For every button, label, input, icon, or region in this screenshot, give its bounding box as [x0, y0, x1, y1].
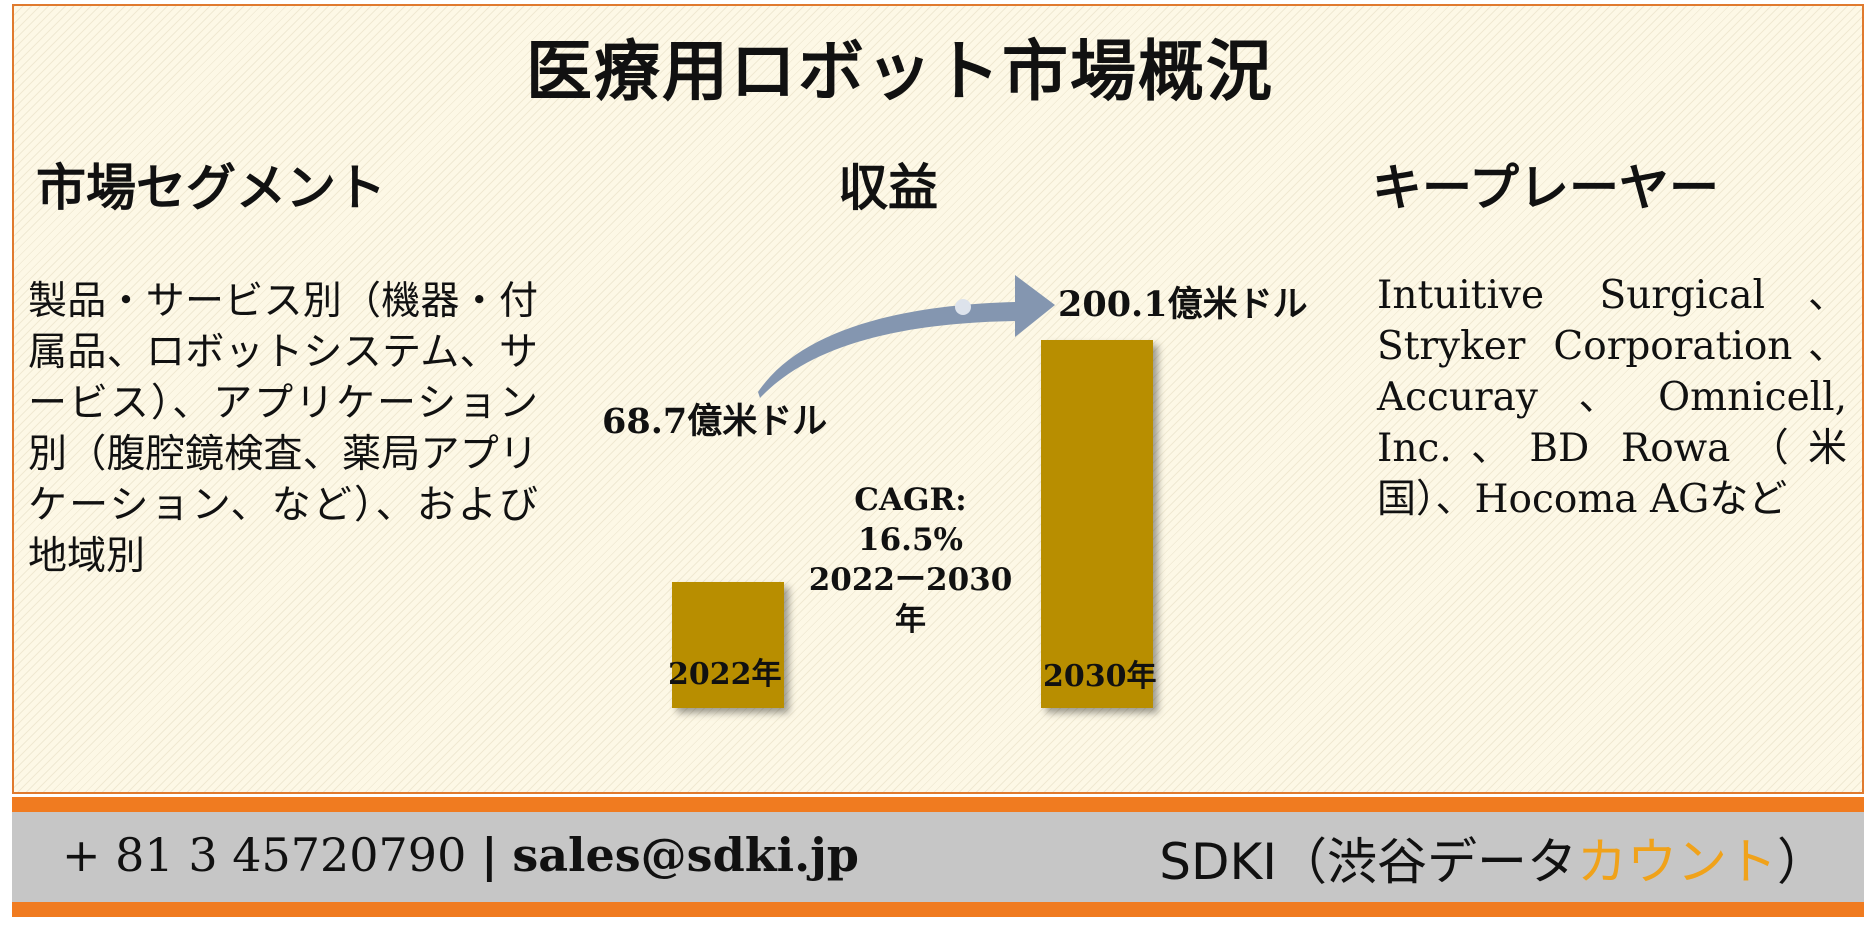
email-address: sales@sdki.jp: [512, 828, 859, 882]
segments-text: 製品・サービス別（機器・付属品、ロボットシステム、サービス）、アプリケーション別…: [28, 279, 538, 579]
brand-main: SDKI（渋谷データ: [1159, 833, 1577, 891]
contact-info: + 81 3 45720790 | sales@sdki.jp: [62, 828, 859, 882]
bar-2022: [672, 581, 784, 708]
cagr-period: 2022ー2030年: [808, 562, 1013, 638]
brand-name: SDKI（渋谷データカウント）: [1159, 822, 1827, 894]
growth-arrow-shape: [758, 275, 1055, 398]
main-panel: [12, 4, 1864, 794]
phone-number: + 81 3 45720790: [62, 828, 467, 882]
segments-heading: 市場セグメント: [36, 158, 386, 217]
bar-2030: [1041, 339, 1153, 708]
bar-category-label-2022: 2022年: [668, 657, 782, 692]
growth-arrow-dot: [955, 299, 971, 315]
page-title: 医療用ロボット市場概況: [526, 32, 1274, 110]
cagr-annotation: CAGR: 16.5% 2022ー2030年: [798, 480, 1023, 640]
value-label-2030: 200.1億米ドル: [1058, 284, 1308, 325]
players-text: Intuitive Surgical、Stryker Corporation、A…: [1377, 273, 1847, 522]
players-heading: キープレーヤー: [1372, 158, 1719, 217]
footer-bottom-stripe: [12, 902, 1864, 917]
footer-bar: [12, 812, 1864, 902]
revenue-heading: 収益: [838, 158, 938, 217]
cagr-rate: CAGR: 16.5%: [854, 482, 967, 558]
bar-category-label-2030: 2030年: [1043, 659, 1157, 694]
footer-top-stripe: [12, 797, 1864, 812]
contact-separator: |: [480, 828, 498, 882]
value-label-2022: 68.7億米ドル: [602, 401, 828, 442]
brand-close: ）: [1777, 833, 1827, 891]
brand-accent: カウント: [1577, 833, 1777, 891]
